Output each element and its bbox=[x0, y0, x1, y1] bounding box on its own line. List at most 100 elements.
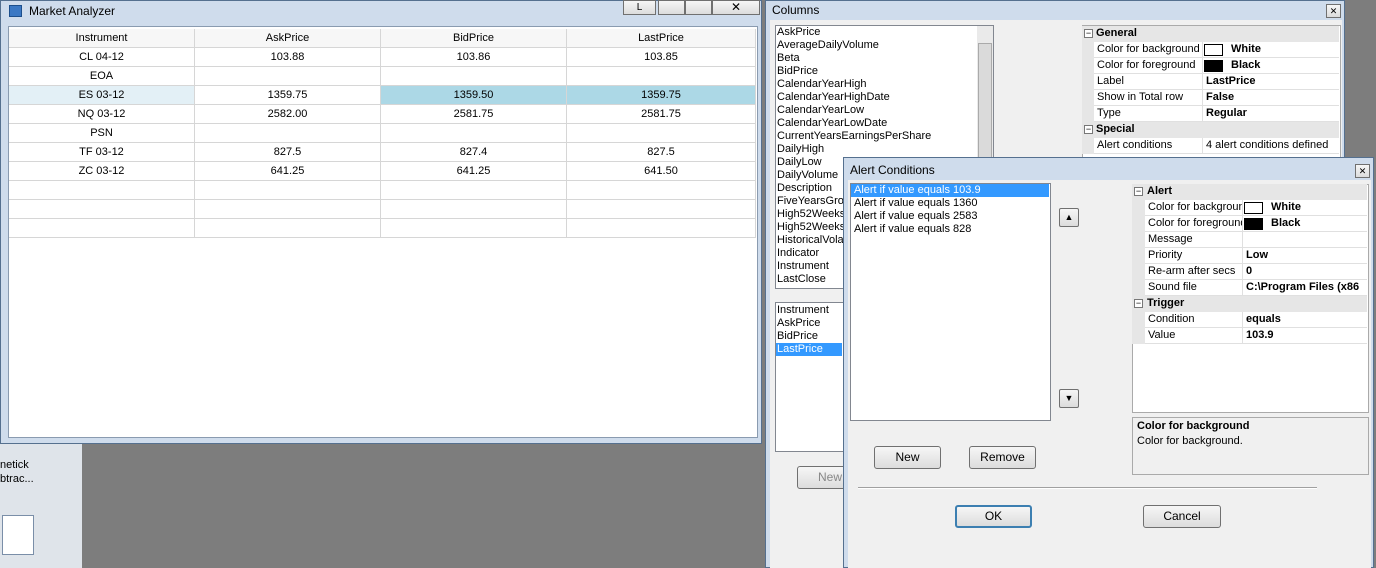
list-item[interactable]: BidPrice bbox=[777, 65, 818, 77]
table-cell[interactable]: 2581.75 bbox=[381, 105, 567, 124]
table-cell[interactable] bbox=[381, 200, 567, 219]
property-value[interactable]: White bbox=[1231, 43, 1261, 55]
table-cell[interactable] bbox=[195, 181, 381, 200]
list-item[interactable]: High52Weeks bbox=[777, 208, 846, 220]
table-cell[interactable]: 1359.75 bbox=[567, 86, 756, 105]
table-cell[interactable]: CL 04-12 bbox=[9, 48, 195, 67]
table-cell[interactable] bbox=[381, 124, 567, 143]
table-cell[interactable]: 641.50 bbox=[567, 162, 756, 181]
property-value-bg[interactable] bbox=[1243, 328, 1367, 344]
move-up-button[interactable]: ▲ bbox=[1059, 208, 1079, 227]
property-value-bg[interactable] bbox=[1243, 264, 1367, 280]
list-item[interactable]: LastClose bbox=[777, 273, 826, 285]
list-item[interactable]: LastPrice bbox=[776, 343, 842, 356]
list-item[interactable]: Beta bbox=[777, 52, 800, 64]
property-label[interactable]: Type bbox=[1094, 106, 1203, 122]
list-item[interactable]: Instrument bbox=[777, 260, 829, 272]
table-cell[interactable]: 103.86 bbox=[381, 48, 567, 67]
table-cell[interactable]: 641.25 bbox=[195, 162, 381, 181]
l-button[interactable]: L bbox=[623, 0, 656, 15]
list-item[interactable]: CalendarYearHighDate bbox=[777, 91, 890, 103]
table-cell[interactable] bbox=[195, 67, 381, 86]
table-cell[interactable]: 2582.00 bbox=[195, 105, 381, 124]
property-value-bg[interactable] bbox=[1203, 138, 1339, 154]
list-item[interactable]: High52Weeks bbox=[777, 221, 846, 233]
property-value[interactable]: White bbox=[1271, 201, 1301, 213]
property-label[interactable]: Color for foreground bbox=[1145, 216, 1243, 232]
table-cell[interactable]: 103.85 bbox=[567, 48, 756, 67]
maximize-button[interactable] bbox=[685, 0, 712, 15]
column-header[interactable]: LastPrice bbox=[567, 29, 756, 48]
table-cell[interactable] bbox=[567, 181, 756, 200]
table-cell[interactable]: 827.5 bbox=[195, 143, 381, 162]
list-item[interactable]: DailyHigh bbox=[777, 143, 825, 155]
close-button[interactable]: ✕ bbox=[712, 0, 760, 15]
property-value-bg[interactable] bbox=[1203, 58, 1339, 74]
property-value[interactable]: False bbox=[1206, 91, 1235, 103]
table-cell[interactable] bbox=[195, 219, 381, 238]
close-button[interactable]: ✕ bbox=[1326, 4, 1341, 18]
list-item[interactable]: FiveYearsGrow bbox=[777, 195, 852, 207]
list-item[interactable]: Description bbox=[777, 182, 833, 194]
table-cell[interactable] bbox=[381, 67, 567, 86]
collapse-icon[interactable]: − bbox=[1134, 186, 1143, 196]
list-item[interactable]: AskPrice bbox=[777, 317, 821, 329]
table-cell[interactable]: 827.5 bbox=[567, 143, 756, 162]
property-label[interactable]: Condition bbox=[1145, 312, 1243, 328]
column-header[interactable]: BidPrice bbox=[381, 29, 567, 48]
collapse-icon[interactable]: − bbox=[1084, 124, 1093, 134]
property-value-bg[interactable] bbox=[1243, 232, 1367, 248]
property-value-bg[interactable] bbox=[1203, 74, 1339, 90]
property-label[interactable]: Sound file bbox=[1145, 280, 1243, 296]
collapse-icon[interactable]: − bbox=[1134, 298, 1143, 308]
property-value[interactable]: Low bbox=[1246, 249, 1268, 261]
property-value-bg[interactable] bbox=[1243, 248, 1367, 264]
column-header[interactable]: AskPrice bbox=[195, 29, 381, 48]
property-label[interactable]: Color for foreground bbox=[1094, 58, 1203, 74]
property-value-bg[interactable] bbox=[1203, 90, 1339, 106]
table-cell[interactable]: NQ 03-12 bbox=[9, 105, 195, 124]
cancel-button[interactable]: Cancel bbox=[1143, 505, 1221, 528]
table-cell[interactable] bbox=[381, 219, 567, 238]
table-cell[interactable] bbox=[9, 219, 195, 238]
property-label[interactable]: Alert conditions bbox=[1094, 138, 1203, 154]
property-value-bg[interactable] bbox=[1203, 42, 1339, 58]
new-button[interactable]: New bbox=[874, 446, 941, 469]
property-value[interactable]: Regular bbox=[1206, 107, 1247, 119]
property-value[interactable]: 0 bbox=[1246, 265, 1253, 277]
list-item[interactable]: AverageDailyVolume bbox=[777, 39, 879, 51]
condition-item[interactable]: Alert if value equals 828 bbox=[854, 223, 972, 235]
list-item[interactable]: AskPrice bbox=[777, 26, 821, 38]
table-cell[interactable]: ES 03-12 bbox=[9, 86, 195, 105]
table-cell[interactable]: 2581.75 bbox=[567, 105, 756, 124]
condition-item[interactable]: Alert if value equals 2583 bbox=[854, 210, 978, 222]
table-cell[interactable]: 1359.75 bbox=[195, 86, 381, 105]
table-cell[interactable] bbox=[9, 181, 195, 200]
list-item[interactable]: DailyVolume bbox=[777, 169, 839, 181]
table-cell[interactable] bbox=[567, 200, 756, 219]
desktop-file-icon[interactable] bbox=[2, 515, 34, 555]
list-item[interactable]: BidPrice bbox=[777, 330, 818, 342]
property-label[interactable]: Show in Total row bbox=[1094, 90, 1203, 106]
list-item[interactable]: Instrument bbox=[777, 304, 829, 316]
property-value[interactable]: Black bbox=[1271, 217, 1301, 229]
list-item[interactable]: CalendarYearLowDate bbox=[777, 117, 888, 129]
property-value-bg[interactable] bbox=[1243, 312, 1367, 328]
table-cell[interactable] bbox=[9, 200, 195, 219]
property-label[interactable]: Message bbox=[1145, 232, 1243, 248]
property-value-bg[interactable] bbox=[1203, 106, 1339, 122]
property-value-bg[interactable] bbox=[1243, 216, 1367, 232]
collapse-icon[interactable]: − bbox=[1084, 28, 1093, 38]
table-cell[interactable] bbox=[567, 124, 756, 143]
table-cell[interactable] bbox=[195, 200, 381, 219]
condition-item[interactable]: Alert if value equals 1360 bbox=[854, 197, 978, 209]
table-cell[interactable]: 103.88 bbox=[195, 48, 381, 67]
list-item[interactable]: HistoricalVolat bbox=[777, 234, 847, 246]
table-cell[interactable]: ZC 03-12 bbox=[9, 162, 195, 181]
remove-button[interactable]: Remove bbox=[969, 446, 1036, 469]
table-cell[interactable]: PSN bbox=[9, 124, 195, 143]
desktop-icon-label[interactable]: btrac... bbox=[0, 473, 34, 485]
property-label[interactable]: Color for background bbox=[1145, 200, 1243, 216]
list-item[interactable]: CalendarYearLow bbox=[777, 104, 865, 116]
property-value-bg[interactable] bbox=[1243, 200, 1367, 216]
